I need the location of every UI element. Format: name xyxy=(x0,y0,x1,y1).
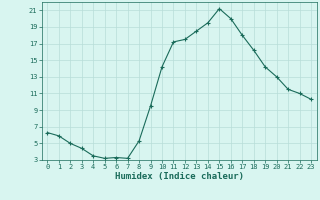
X-axis label: Humidex (Indice chaleur): Humidex (Indice chaleur) xyxy=(115,172,244,181)
